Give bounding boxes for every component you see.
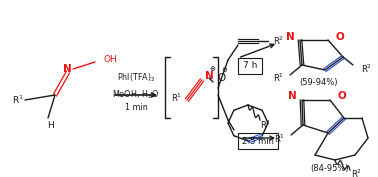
Text: O: O [337,91,346,101]
Text: N: N [288,91,297,101]
Text: H: H [46,121,53,130]
Text: R$^1$: R$^1$ [12,94,24,106]
Text: ⊖: ⊖ [221,67,227,73]
Text: ⊕: ⊕ [209,66,215,72]
Text: N: N [205,71,214,81]
Text: R$^1$: R$^1$ [274,133,285,145]
Text: R$^2$: R$^2$ [273,35,284,47]
Text: R$^2$: R$^2$ [352,168,363,177]
FancyBboxPatch shape [238,133,278,149]
Text: OH: OH [104,56,118,64]
Text: 2-5 min: 2-5 min [242,136,274,145]
Text: O: O [217,73,225,83]
FancyBboxPatch shape [238,58,262,74]
Text: R$^1$: R$^1$ [171,92,182,104]
Text: 7 h: 7 h [243,61,257,70]
Text: N: N [286,32,295,42]
Text: MeOH, H$_2$O: MeOH, H$_2$O [113,89,160,101]
Text: R$^1$: R$^1$ [273,72,284,84]
Text: (84-95%): (84-95%) [311,164,349,173]
Text: PhI(TFA)$_2$: PhI(TFA)$_2$ [117,72,155,84]
Text: R$^2$: R$^2$ [260,119,271,131]
Text: 1 min: 1 min [125,102,147,112]
Text: R$^2$: R$^2$ [361,63,372,75]
Text: (59-94%): (59-94%) [299,79,337,87]
Text: O: O [335,32,344,42]
Text: N: N [63,64,71,74]
